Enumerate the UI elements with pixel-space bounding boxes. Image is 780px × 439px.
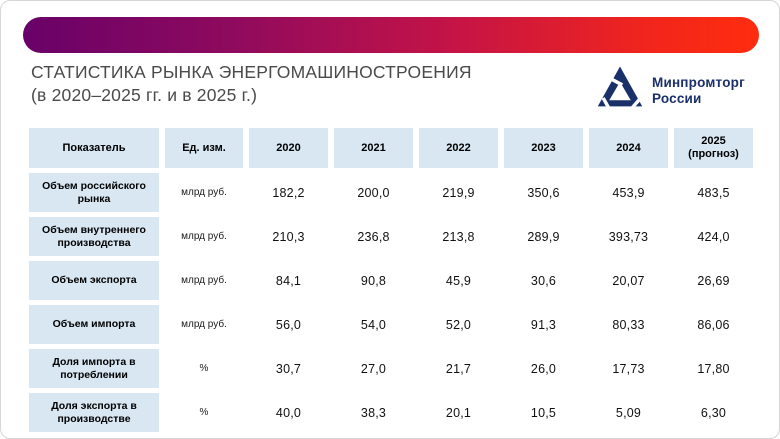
- row-label: Объем экспорта: [29, 261, 159, 300]
- value-cell: 26,0: [530, 361, 557, 376]
- value-cell: 424,0: [697, 229, 730, 244]
- unit-cell: млрд руб.: [181, 231, 227, 242]
- value-cell: 52,0: [445, 317, 472, 332]
- row-label: Объем внутреннего производства: [29, 217, 159, 256]
- page-title-line1: СТАТИСТИКА РЫНКА ЭНЕРГОМАШИНОСТРОЕНИЯ: [31, 62, 472, 82]
- value-cell: 200,0: [357, 185, 390, 200]
- logo-text-line2: России: [652, 90, 702, 106]
- value-cell: 30,6: [530, 273, 557, 288]
- value-cell: 289,9: [527, 229, 560, 244]
- value-cell: 213,8: [442, 229, 475, 244]
- stats-table: Показатель Ед. изм. 2020 2021 2022 2023 …: [23, 123, 759, 437]
- row-label: Доля экспорта в производстве: [29, 393, 159, 432]
- value-cell: 182,2: [272, 185, 305, 200]
- minpromtorg-triangle-icon: [597, 63, 643, 118]
- value-cell: 86,06: [697, 317, 730, 332]
- row-label: Доля импорта в потреблении: [29, 349, 159, 388]
- column-header-2025-forecast: 2025 (прогноз): [674, 128, 753, 168]
- value-cell: 38,3: [360, 405, 387, 420]
- value-cell: 210,3: [272, 229, 305, 244]
- value-cell: 20,1: [445, 405, 472, 420]
- unit-cell: млрд руб.: [181, 319, 227, 330]
- value-cell: 54,0: [360, 317, 387, 332]
- value-cell: 84,1: [275, 273, 302, 288]
- value-cell: 236,8: [357, 229, 390, 244]
- table-row: Доля импорта в потреблении % 30,7 27,0 2…: [29, 349, 753, 388]
- value-cell: 20,07: [612, 273, 645, 288]
- value-cell: 40,0: [275, 405, 302, 420]
- table-header-row: Показатель Ед. изм. 2020 2021 2022 2023 …: [29, 128, 753, 168]
- column-header-unit: Ед. изм.: [165, 128, 243, 168]
- table-row: Объем импорта млрд руб. 56,0 54,0 52,0 9…: [29, 305, 753, 344]
- value-cell: 90,8: [360, 273, 387, 288]
- value-cell: 30,7: [275, 361, 302, 376]
- value-cell: 56,0: [275, 317, 302, 332]
- minpromtorg-logo: Минпромторг России: [597, 63, 745, 118]
- column-header-2024: 2024: [589, 128, 668, 168]
- value-cell: 10,5: [530, 405, 557, 420]
- accent-gradient-bar: [23, 17, 759, 53]
- value-cell: 17,73: [612, 361, 645, 376]
- value-cell: 21,7: [445, 361, 472, 376]
- column-header-2020: 2020: [249, 128, 328, 168]
- column-header-indicator: Показатель: [29, 128, 159, 168]
- value-cell: 5,09: [615, 405, 642, 420]
- unit-cell: %: [199, 407, 209, 418]
- value-cell: 26,69: [697, 273, 730, 288]
- page-title-line2: (в 2020–2025 гг. и в 2025 г.): [31, 85, 258, 105]
- table-row: Доля экспорта в производстве % 40,0 38,3…: [29, 393, 753, 432]
- table-row: Объем внутреннего производства млрд руб.…: [29, 217, 753, 256]
- value-cell: 483,5: [697, 185, 730, 200]
- value-cell: 17,80: [697, 361, 730, 376]
- row-label: Объем российского рынка: [29, 173, 159, 212]
- value-cell: 453,9: [612, 185, 645, 200]
- value-cell: 219,9: [442, 185, 475, 200]
- value-cell: 80,33: [612, 317, 645, 332]
- column-header-2023: 2023: [504, 128, 583, 168]
- value-cell: 350,6: [527, 185, 560, 200]
- row-label: Объем импорта: [29, 305, 159, 344]
- page-title: СТАТИСТИКА РЫНКА ЭНЕРГОМАШИНОСТРОЕНИЯ (в…: [31, 61, 472, 107]
- unit-cell: млрд руб.: [181, 275, 227, 286]
- value-cell: 91,3: [530, 317, 557, 332]
- unit-cell: млрд руб.: [181, 187, 227, 198]
- unit-cell: %: [199, 363, 209, 374]
- column-header-2021: 2021: [334, 128, 413, 168]
- logo-text-line1: Минпромторг: [652, 75, 745, 90]
- value-cell: 393,73: [608, 229, 649, 244]
- value-cell: 27,0: [360, 361, 387, 376]
- value-cell: 45,9: [445, 273, 472, 288]
- value-cell: 6,30: [700, 405, 727, 420]
- table-row: Объем экспорта млрд руб. 84,1 90,8 45,9 …: [29, 261, 753, 300]
- column-header-2022: 2022: [419, 128, 498, 168]
- table-row: Объем российского рынка млрд руб. 182,2 …: [29, 173, 753, 212]
- logo-text: Минпромторг России: [652, 75, 745, 106]
